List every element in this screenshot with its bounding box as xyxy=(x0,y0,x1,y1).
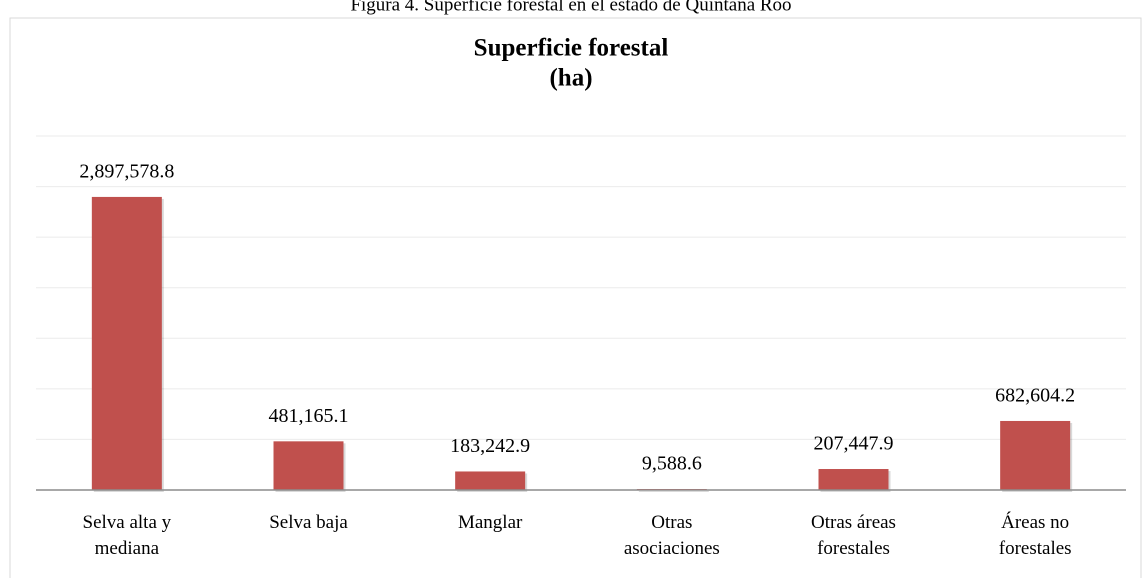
chart-subtitle: (ha) xyxy=(549,65,592,92)
chart-title: Superficie forestal xyxy=(474,35,669,62)
bar xyxy=(455,471,526,490)
value-label: 9,588.6 xyxy=(642,453,702,475)
x-tick-label: Áreas no forestales xyxy=(998,512,1072,559)
bar xyxy=(91,196,162,490)
x-tick-label: Otras áreas forestales xyxy=(811,512,896,559)
chart-frame xyxy=(9,17,1142,578)
value-label: 481,165.1 xyxy=(269,405,349,427)
caption: Figura 4. Superficie forestal en el esta… xyxy=(350,0,791,15)
bar-shadow xyxy=(638,491,709,492)
x-tick-label: Otras asociaciones xyxy=(623,512,720,559)
value-label: 207,447.9 xyxy=(814,433,894,455)
value-label: 183,242.9 xyxy=(450,435,530,457)
x-tick-label: Selva alta y mediana xyxy=(82,512,172,559)
bar xyxy=(818,469,889,490)
bar xyxy=(1000,420,1071,490)
x-tick-label: Selva baja xyxy=(269,512,348,533)
value-label: 2,897,578.8 xyxy=(79,161,174,183)
bar xyxy=(273,441,344,490)
value-label: 682,604.2 xyxy=(995,385,1075,407)
x-tick-label: Manglar xyxy=(457,512,523,533)
